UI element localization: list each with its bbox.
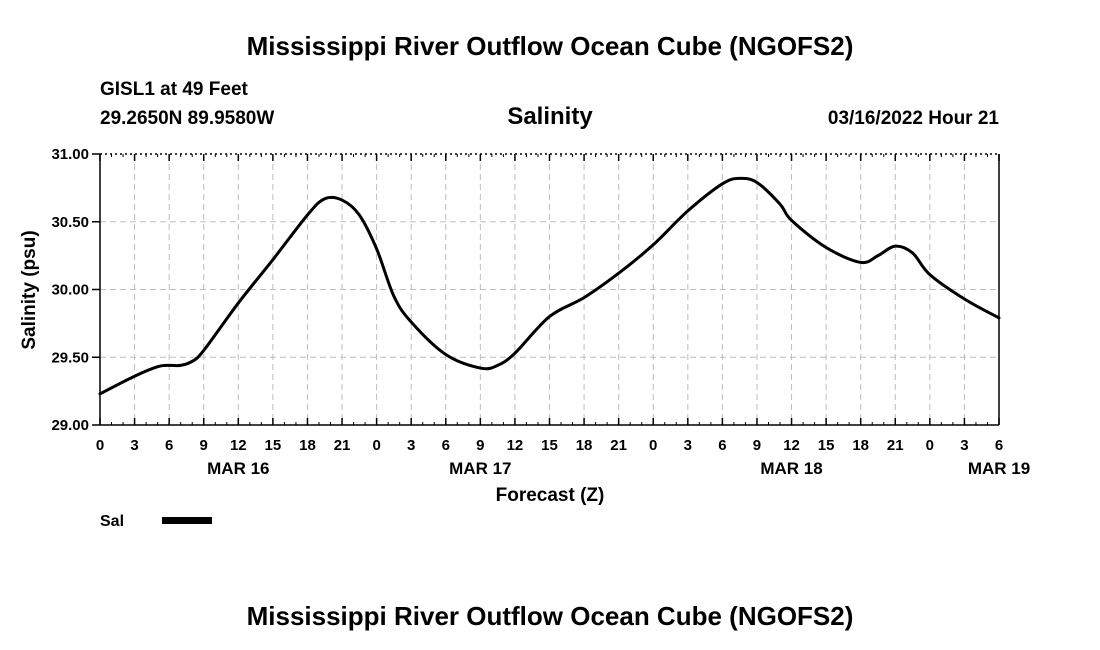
x-day-label: MAR 19 xyxy=(968,459,1030,478)
x-tick-label: 0 xyxy=(926,437,934,454)
x-tick-label: 15 xyxy=(541,437,558,454)
x-tick-label: 21 xyxy=(334,437,351,454)
x-tick-label: 6 xyxy=(442,437,450,454)
x-tick-label: 6 xyxy=(165,437,173,454)
x-tick-label: 15 xyxy=(818,437,835,454)
x-tick-label: 18 xyxy=(576,437,593,454)
x-tick-label: 12 xyxy=(507,437,524,454)
station-coords: 29.2650N 89.9580W xyxy=(100,108,274,129)
y-tick-label: 31.00 xyxy=(51,146,89,163)
x-tick-label: 6 xyxy=(995,437,1003,454)
forecast-datetime: 03/16/2022 Hour 21 xyxy=(828,108,1000,129)
x-tick-label: 9 xyxy=(200,437,208,454)
x-day-label: MAR 17 xyxy=(449,459,511,478)
chart-title: Salinity xyxy=(507,103,593,130)
x-tick-label: 6 xyxy=(718,437,726,454)
x-tick-label: 12 xyxy=(783,437,800,454)
x-tick-label: 15 xyxy=(265,437,282,454)
footer-title: Mississippi River Outflow Ocean Cube (NG… xyxy=(247,601,854,631)
x-tick-label: 9 xyxy=(753,437,761,454)
x-tick-label: 21 xyxy=(887,437,904,454)
x-tick-label: 3 xyxy=(684,437,692,454)
x-axis-label: Forecast (Z) xyxy=(496,485,605,506)
x-tick-label: 3 xyxy=(407,437,415,454)
main-title: Mississippi River Outflow Ocean Cube (NG… xyxy=(247,31,854,61)
y-tick-label: 29.00 xyxy=(51,417,89,434)
x-tick-label: 3 xyxy=(130,437,138,454)
x-tick-label: 12 xyxy=(230,437,247,454)
series-line-sal xyxy=(98,176,1001,396)
station-label: GISL1 at 49 Feet xyxy=(100,79,249,100)
x-day-label: MAR 18 xyxy=(760,459,822,478)
y-axis-label: Salinity (psu) xyxy=(19,230,40,349)
x-tick-label: 18 xyxy=(299,437,316,454)
legend-label: Sal xyxy=(100,513,124,530)
grid-lines xyxy=(100,154,999,425)
legend-swatch xyxy=(162,517,212,524)
y-tick-label: 29.50 xyxy=(51,349,89,366)
x-tick-label: 0 xyxy=(649,437,657,454)
x-tick-label: 18 xyxy=(852,437,869,454)
axes: 0 3 6 9 12 15 18 21 0 3 6 9 12 15 18 21 0 3 6 9 12 15 18 21 0 3 6 M… xyxy=(51,146,1030,478)
x-tick-label: 21 xyxy=(610,437,627,454)
y-tick-label: 30.00 xyxy=(51,282,89,299)
x-tick-label: 3 xyxy=(960,437,968,454)
y-tick-label: 30.50 xyxy=(51,214,89,231)
x-tick-label: 0 xyxy=(372,437,380,454)
x-day-label: MAR 16 xyxy=(207,459,269,478)
x-tick-label: 9 xyxy=(476,437,484,454)
series-group xyxy=(98,176,1001,396)
x-tick-label: 0 xyxy=(96,437,104,454)
